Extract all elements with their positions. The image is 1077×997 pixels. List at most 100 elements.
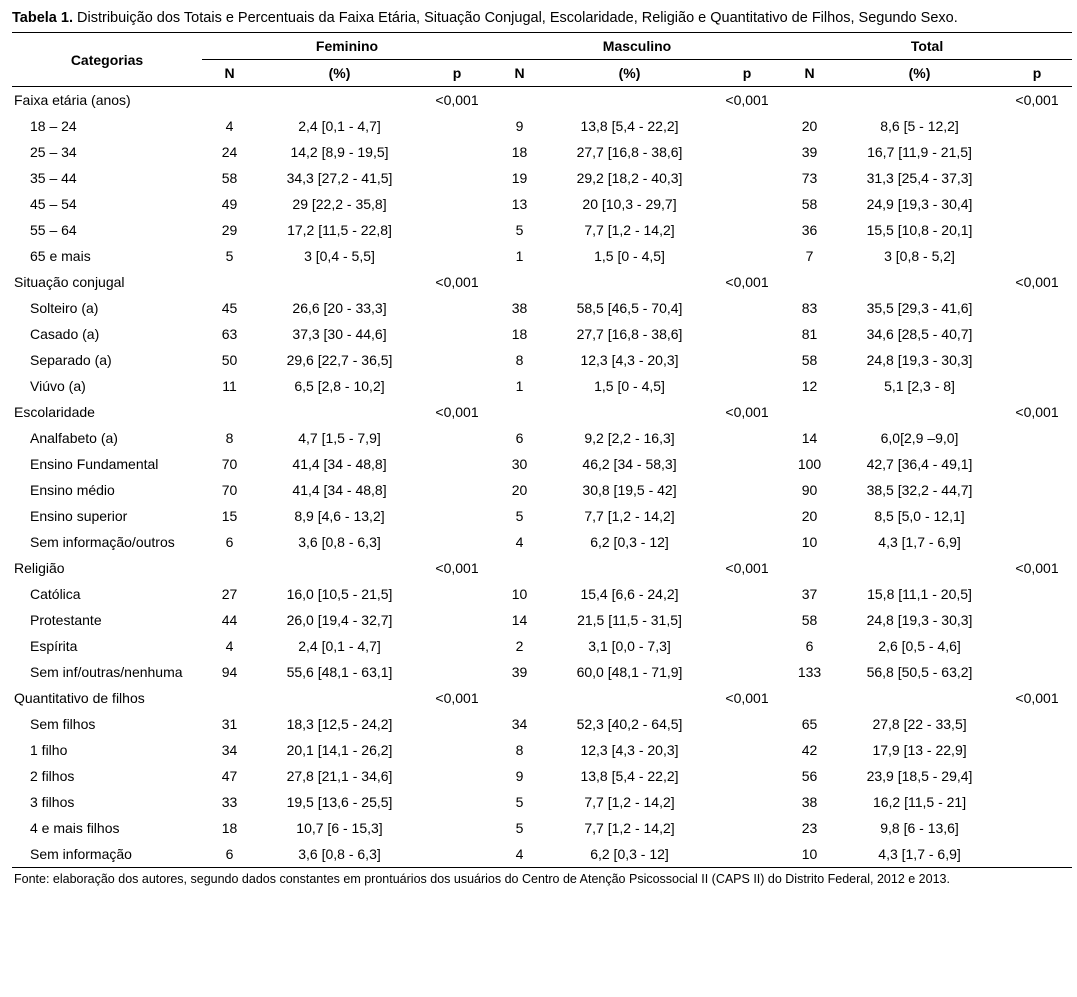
row-label: Solteiro (a) (12, 295, 202, 321)
cell-pct: 29,2 [18,2 - 40,3] (547, 165, 712, 191)
cell-pct: 7,7 [1,2 - 14,2] (547, 217, 712, 243)
table-row: Espírita42,4 [0,1 - 4,7]23,1 [0,0 - 7,3]… (12, 633, 1072, 659)
caption-bold: Tabela 1. (12, 10, 73, 26)
table-row: 18 – 2442,4 [0,1 - 4,7]913,8 [5,4 - 22,2… (12, 113, 1072, 139)
cell-pct: 24,8 [19,3 - 30,3] (837, 607, 1002, 633)
head-total: Total (782, 33, 1072, 60)
cell-pct: 46,2 [34 - 58,3] (547, 451, 712, 477)
p-value: <0,001 (422, 87, 492, 114)
cell-n: 10 (782, 841, 837, 868)
row-label: Viúvo (a) (12, 373, 202, 399)
head-f-p: p (422, 60, 492, 87)
cell-n: 23 (782, 815, 837, 841)
table-row: 55 – 642917,2 [11,5 - 22,8]57,7 [1,2 - 1… (12, 217, 1072, 243)
cell-pct: 21,5 [11,5 - 31,5] (547, 607, 712, 633)
row-label: 55 – 64 (12, 217, 202, 243)
cell-n: 36 (782, 217, 837, 243)
cell-n: 133 (782, 659, 837, 685)
table-head: Categorias Feminino Masculino Total N (%… (12, 33, 1072, 87)
cell-pct: 34,3 [27,2 - 41,5] (257, 165, 422, 191)
cell-pct: 20 [10,3 - 29,7] (547, 191, 712, 217)
table-row: Casado (a)6337,3 [30 - 44,6]1827,7 [16,8… (12, 321, 1072, 347)
cell-pct: 56,8 [50,5 - 63,2] (837, 659, 1002, 685)
cell-pct: 23,9 [18,5 - 29,4] (837, 763, 1002, 789)
cell-n: 90 (782, 477, 837, 503)
cell-n: 39 (492, 659, 547, 685)
table-caption: Tabela 1. Distribuição dos Totais e Perc… (12, 10, 1065, 26)
cell-pct: 20,1 [14,1 - 26,2] (257, 737, 422, 763)
cell-pct: 27,8 [21,1 - 34,6] (257, 763, 422, 789)
cell-n: 58 (782, 191, 837, 217)
section-row: Situação conjugal<0,001<0,001<0,001 (12, 269, 1072, 295)
p-value: <0,001 (1002, 399, 1072, 425)
cell-pct: 6,5 [2,8 - 10,2] (257, 373, 422, 399)
p-value: <0,001 (422, 269, 492, 295)
cell-pct: 4,3 [1,7 - 6,9] (837, 529, 1002, 555)
cell-n: 14 (782, 425, 837, 451)
cell-pct: 17,9 [13 - 22,9] (837, 737, 1002, 763)
cell-pct: 6,2 [0,3 - 12] (547, 529, 712, 555)
cell-n: 9 (492, 113, 547, 139)
row-label: Ensino superior (12, 503, 202, 529)
caption-rest: Distribuição dos Totais e Percentuais da… (73, 10, 958, 26)
cell-n: 50 (202, 347, 257, 373)
head-masculino: Masculino (492, 33, 782, 60)
cell-n: 7 (782, 243, 837, 269)
cell-n: 81 (782, 321, 837, 347)
cell-n: 73 (782, 165, 837, 191)
table-row: Católica2716,0 [10,5 - 21,5]1015,4 [6,6 … (12, 581, 1072, 607)
cell-n: 56 (782, 763, 837, 789)
cell-pct: 58,5 [46,5 - 70,4] (547, 295, 712, 321)
cell-n: 5 (492, 815, 547, 841)
table-row: 1 filho3420,1 [14,1 - 26,2]812,3 [4,3 - … (12, 737, 1072, 763)
cell-n: 2 (492, 633, 547, 659)
cell-pct: 35,5 [29,3 - 41,6] (837, 295, 1002, 321)
row-label: Sem informação (12, 841, 202, 868)
cell-pct: 13,8 [5,4 - 22,2] (547, 113, 712, 139)
row-label: 18 – 24 (12, 113, 202, 139)
row-label: Ensino médio (12, 477, 202, 503)
table-row: Ensino superior158,9 [4,6 - 13,2]57,7 [1… (12, 503, 1072, 529)
cell-n: 5 (492, 503, 547, 529)
row-label: Separado (a) (12, 347, 202, 373)
p-value: <0,001 (422, 399, 492, 425)
cell-n: 27 (202, 581, 257, 607)
cell-n: 58 (782, 347, 837, 373)
cell-pct: 38,5 [32,2 - 44,7] (837, 477, 1002, 503)
cell-n: 14 (492, 607, 547, 633)
cell-n: 18 (202, 815, 257, 841)
cell-pct: 41,4 [34 - 48,8] (257, 477, 422, 503)
cell-pct: 14,2 [8,9 - 19,5] (257, 139, 422, 165)
row-label: Protestante (12, 607, 202, 633)
p-value: <0,001 (712, 399, 782, 425)
row-label: Sem filhos (12, 711, 202, 737)
head-categorias: Categorias (12, 33, 202, 87)
row-label: Analfabeto (a) (12, 425, 202, 451)
row-label: 65 e mais (12, 243, 202, 269)
head-group-t: Total (911, 38, 943, 54)
cell-pct: 24,8 [19,3 - 30,3] (837, 347, 1002, 373)
cell-n: 94 (202, 659, 257, 685)
row-label: 2 filhos (12, 763, 202, 789)
p-value: <0,001 (712, 269, 782, 295)
cell-n: 20 (782, 113, 837, 139)
cell-n: 6 (492, 425, 547, 451)
cell-n: 63 (202, 321, 257, 347)
cell-pct: 7,7 [1,2 - 14,2] (547, 503, 712, 529)
head-t-pct: (%) (837, 60, 1002, 87)
table-row: Analfabeto (a)84,7 [1,5 - 7,9]69,2 [2,2 … (12, 425, 1072, 451)
cell-pct: 15,8 [11,1 - 20,5] (837, 581, 1002, 607)
cell-n: 83 (782, 295, 837, 321)
cell-pct: 17,2 [11,5 - 22,8] (257, 217, 422, 243)
cell-n: 34 (492, 711, 547, 737)
cell-pct: 26,6 [20 - 33,3] (257, 295, 422, 321)
head-m-p: p (712, 60, 782, 87)
cell-pct: 15,5 [10,8 - 20,1] (837, 217, 1002, 243)
cell-n: 39 (782, 139, 837, 165)
table-row: Ensino Fundamental7041,4 [34 - 48,8]3046… (12, 451, 1072, 477)
row-label: Sem informação/outros (12, 529, 202, 555)
p-value: <0,001 (712, 555, 782, 581)
section-row: Quantitativo de filhos<0,001<0,001<0,001 (12, 685, 1072, 711)
cell-pct: 12,3 [4,3 - 20,3] (547, 347, 712, 373)
cell-n: 1 (492, 373, 547, 399)
